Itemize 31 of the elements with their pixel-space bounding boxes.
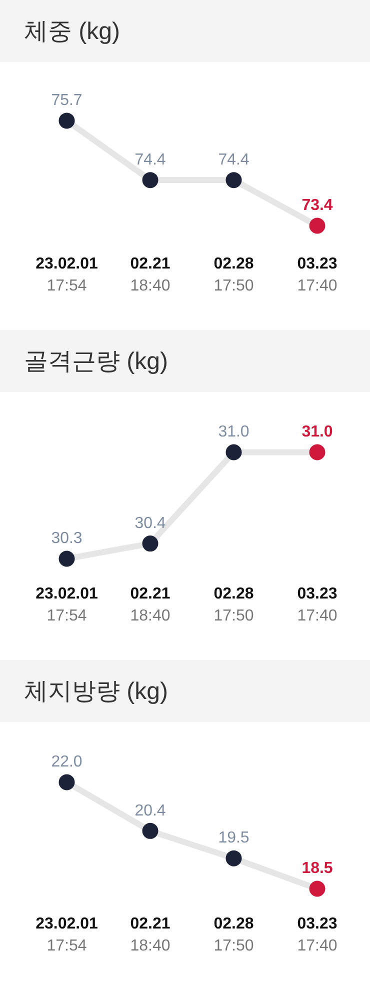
data-label: 31.0 xyxy=(218,424,250,441)
data-label: 73.4 xyxy=(302,197,333,214)
data-label: 19.5 xyxy=(218,830,250,847)
x-tick-label: 03.23 17:40 xyxy=(297,915,338,954)
data-label: 74.4 xyxy=(134,151,166,168)
data-label: 30.4 xyxy=(134,514,166,532)
x-tick-label: 02.21 18:40 xyxy=(130,255,170,294)
data-label: 74.4 xyxy=(218,151,250,168)
x-tick-label: 02.28 17:50 xyxy=(214,255,254,294)
x-tick-label: 03.23 17:40 xyxy=(297,585,338,624)
data-label: 18.5 xyxy=(302,860,333,878)
data-label: 75.7 xyxy=(51,92,82,110)
point xyxy=(58,774,75,790)
x-tick-label: 02.21 18:40 xyxy=(130,585,170,624)
data-label: 30.3 xyxy=(51,530,82,548)
x-tick-label: 02.21 18:40 xyxy=(130,915,170,954)
point xyxy=(142,822,158,839)
data-label: 20.4 xyxy=(134,802,166,820)
x-tick-label: 23.02.01 17:54 xyxy=(36,585,98,624)
point xyxy=(309,880,326,897)
x-tick-label: 23.02.01 17:54 xyxy=(36,255,98,294)
x-tick-label: 02.28 17:50 xyxy=(214,585,254,624)
chart-title: 체지방량 (kg) xyxy=(0,660,370,722)
x-tick-label: 03.23 17:40 xyxy=(297,255,338,294)
data-label: 22.0 xyxy=(51,754,82,771)
point xyxy=(226,850,242,866)
chart-title: 골격근량 (kg) xyxy=(0,330,370,392)
chart-title: 체중 (kg) xyxy=(0,0,370,62)
data-label: 31.0 xyxy=(302,424,333,441)
x-tick-label: 02.28 17:50 xyxy=(214,915,254,954)
x-tick-label: 23.02.01 17:54 xyxy=(36,915,98,954)
